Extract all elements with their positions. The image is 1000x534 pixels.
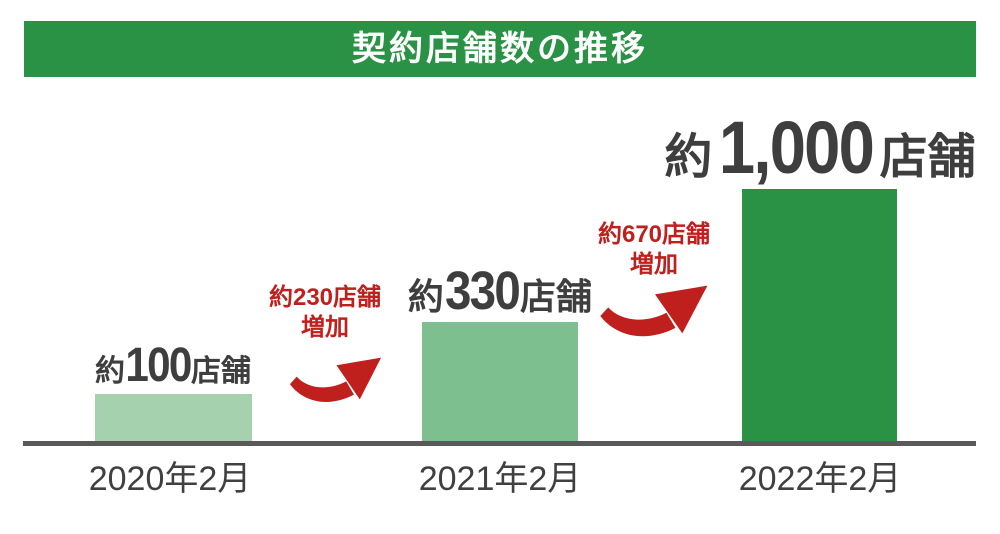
growth-annotation-2020-2021: 約230店舗 増加 xyxy=(269,283,381,343)
bar-2021 xyxy=(422,322,578,441)
x-axis-label-2021: 2021年2月 xyxy=(418,460,582,498)
value-suffix: 店舗 xyxy=(879,131,976,184)
x-axis-line xyxy=(23,441,976,446)
value-suffix: 店舗 xyxy=(191,355,252,388)
bar-value-label-2021: 約330店舗 xyxy=(408,264,592,318)
growth-annotation-line1: 約230店舗 xyxy=(268,284,382,311)
value-suffix: 店舗 xyxy=(520,276,593,317)
value-prefix: 約 xyxy=(664,131,713,184)
value-number: 100 xyxy=(125,339,192,392)
growth-annotation-2021-2022: 約670店舗 増加 xyxy=(598,220,710,280)
value-prefix: 約 xyxy=(94,355,125,388)
growth-annotation-line1: 約670店舗 xyxy=(597,221,711,248)
bar-2022 xyxy=(742,189,897,441)
bar-2020 xyxy=(95,394,252,441)
chart-title: 契約店舗数の推移 xyxy=(352,30,648,68)
value-number: 1,000 xyxy=(718,106,875,189)
x-axis-label-2020: 2020年2月 xyxy=(88,460,252,498)
x-axis-label-2022: 2022年2月 xyxy=(738,460,902,498)
growth-arrow-icon xyxy=(288,350,385,407)
growth-annotation-line2: 増加 xyxy=(300,314,349,341)
growth-arrow-icon xyxy=(598,277,712,342)
value-prefix: 約 xyxy=(407,276,444,317)
bar-value-label-2022: 約1,000 店舗 xyxy=(664,111,975,185)
value-number: 330 xyxy=(444,261,521,321)
bar-value-label-2020: 約100店舗 xyxy=(95,342,251,390)
chart-title-banner: 契約店舗数の推移 xyxy=(24,21,976,77)
growth-annotation-line2: 増加 xyxy=(629,251,678,278)
